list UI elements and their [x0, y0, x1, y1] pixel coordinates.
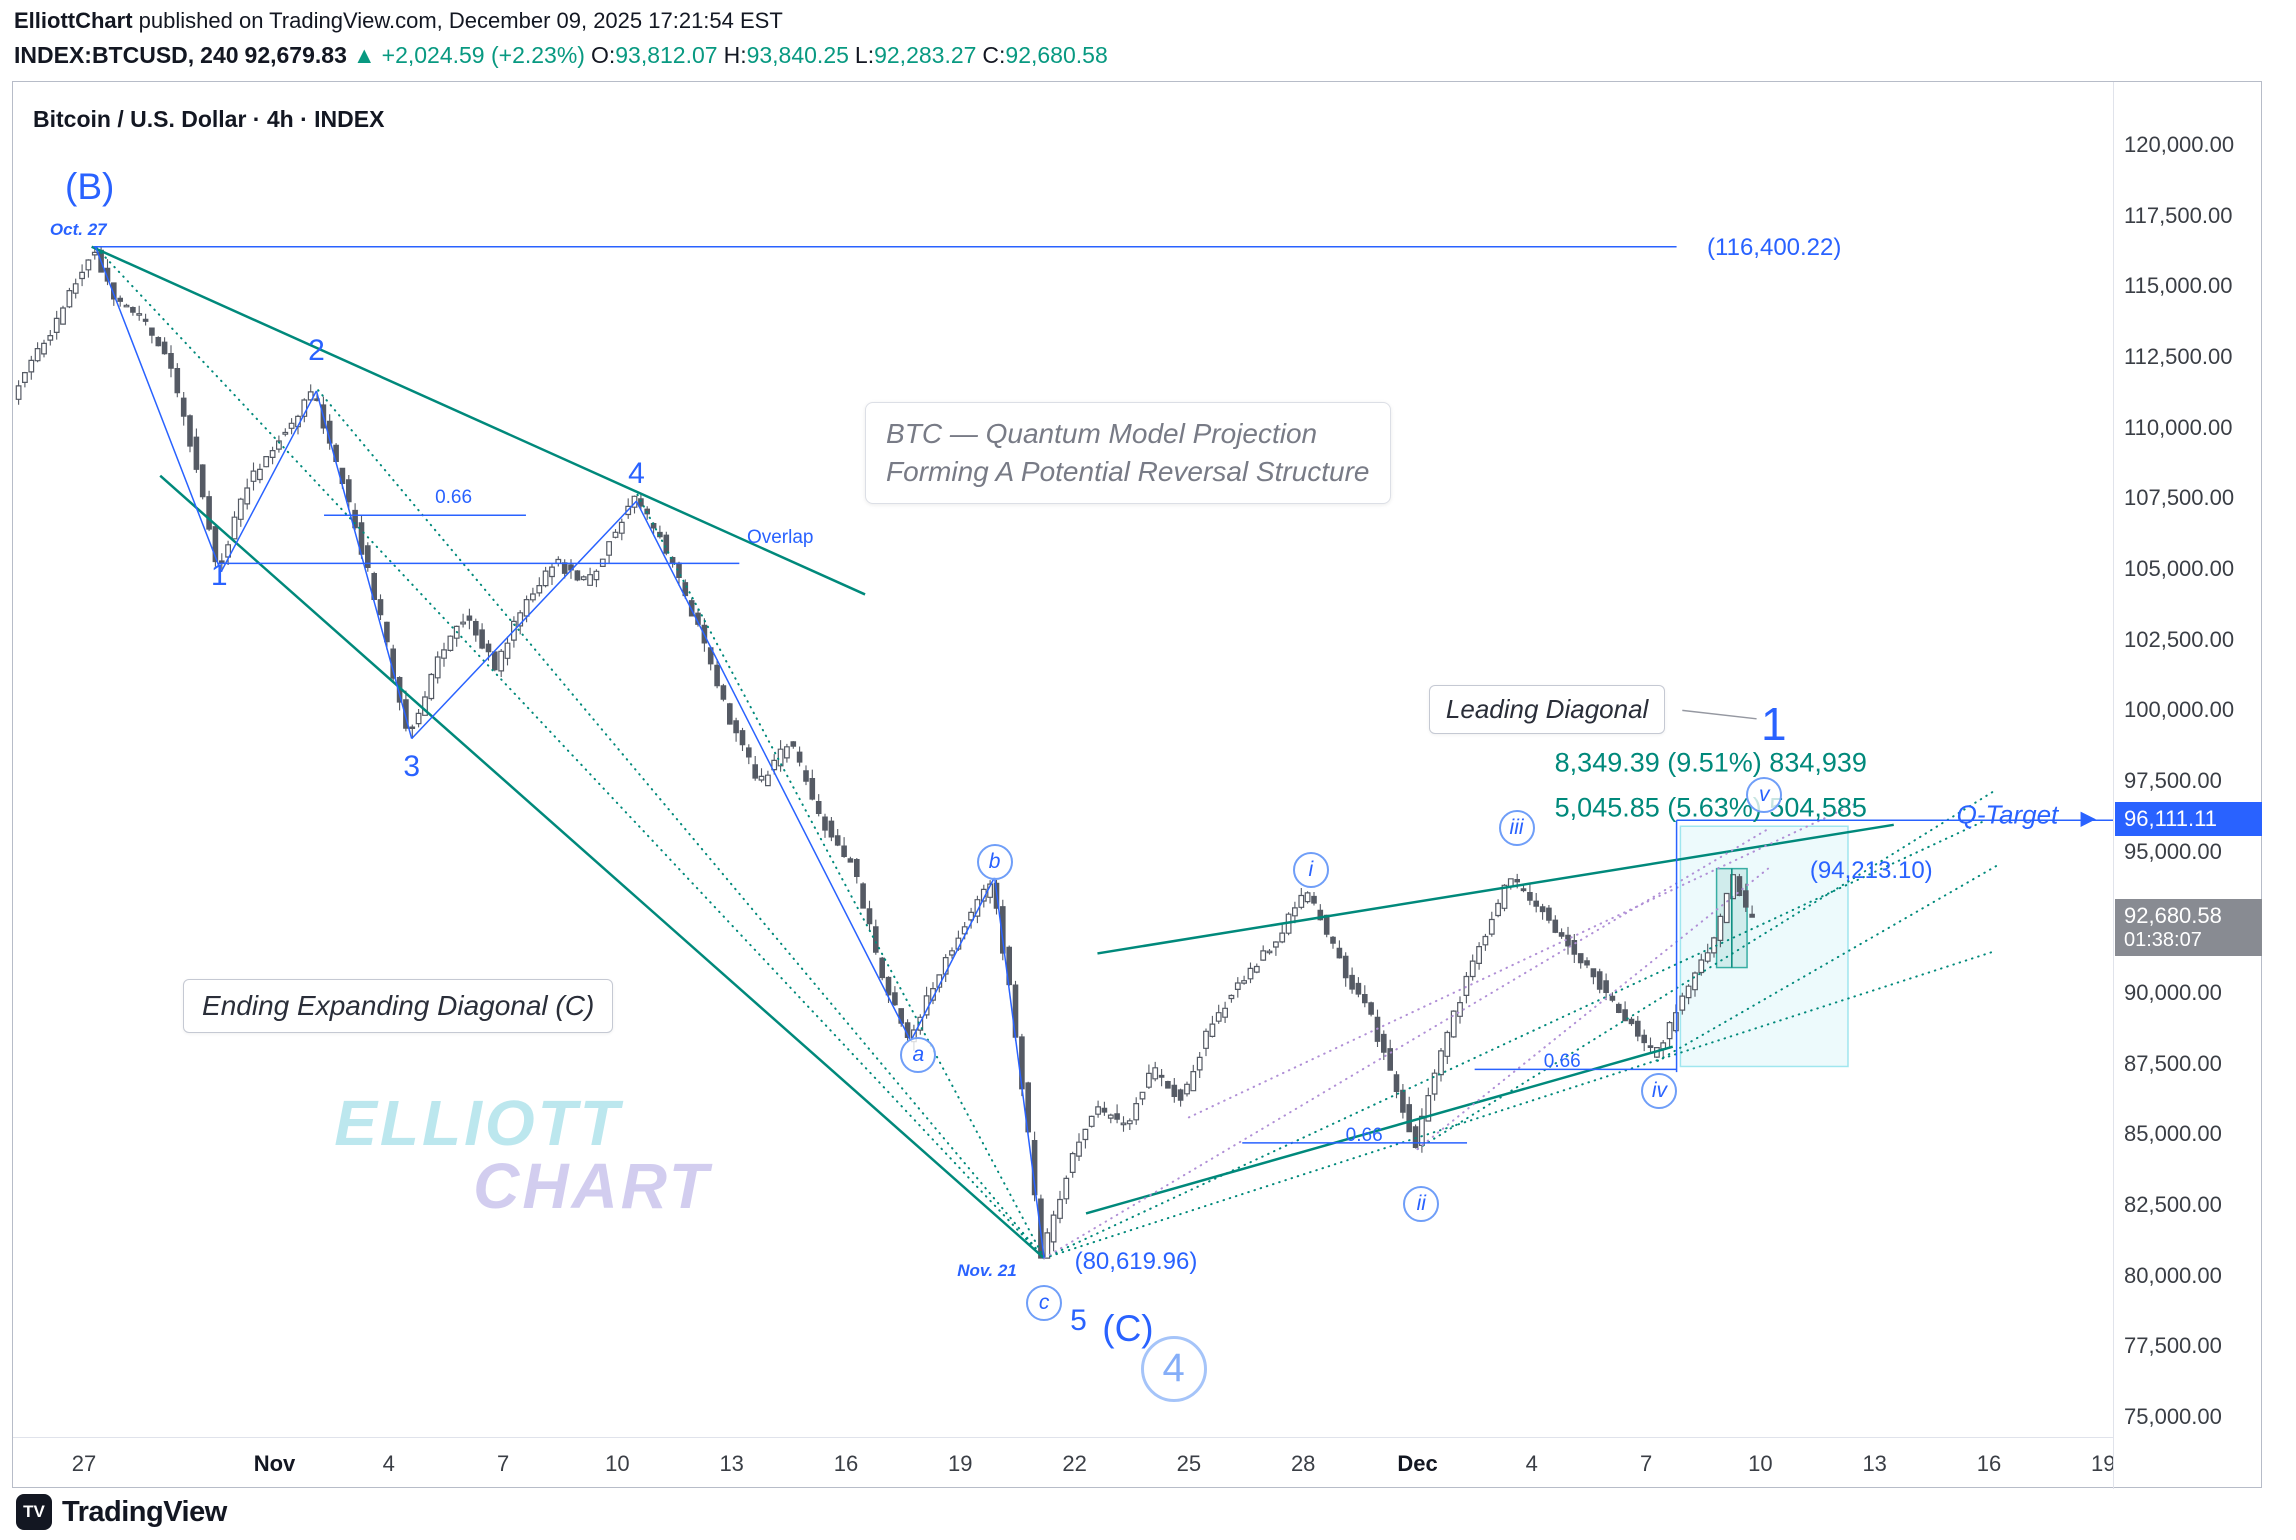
symbol-name: INDEX:BTCUSD, — [14, 42, 195, 68]
time-tick-13-17: 13 — [719, 1451, 744, 1476]
last-price-value: 92,680.58 — [2124, 903, 2222, 929]
time-tick-27-0: 27 — [71, 1451, 97, 1476]
publisher-name: ElliottChart — [14, 8, 133, 33]
trendline-1 — [159, 474, 1045, 1260]
price-tick-117500: 117,500.00 — [2124, 202, 2233, 228]
trendline-4 — [94, 245, 1046, 1260]
price-tick-105000: 105,000.00 — [2124, 556, 2235, 581]
time-tick-28-32: 28 — [1290, 1451, 1316, 1476]
price-change: +2,024.59 (+2.23%) — [381, 42, 585, 68]
trendline-24 — [94, 246, 222, 573]
trendline-0 — [91, 245, 866, 596]
close-value: 92,680.58 — [1005, 42, 1108, 68]
high-value: 93,840.25 — [746, 42, 849, 68]
trendline-28 — [1682, 709, 1757, 720]
time-tick-25-29: 25 — [1176, 1451, 1202, 1476]
price-chart-canvas[interactable]: ELLIOTT CHART Bitcoin / U.S. Dollar · 4h… — [13, 82, 2113, 1437]
trendline-25 — [220, 390, 318, 573]
time-tick-19-23: 19 — [948, 1451, 973, 1476]
chart-drawing-layer — [15, 245, 2113, 1260]
trendline-26 — [315, 390, 413, 739]
low-value: 92,283.27 — [874, 42, 977, 68]
price-tick-85000: 85,000.00 — [2124, 1121, 2222, 1147]
open-value: 93,812.07 — [615, 42, 718, 68]
price-tick-100000: 100,000.00 — [2124, 697, 2235, 723]
price-tick-110000: 110,000.00 — [2124, 414, 2233, 440]
bar-countdown: 01:38:07 — [2124, 929, 2202, 952]
time-tick-16-20: 16 — [833, 1451, 859, 1476]
time-tick-Dec-35: Dec — [1397, 1451, 1438, 1476]
time-tick-19-53: 19 — [2091, 1451, 2113, 1476]
time-tick-10-14: 10 — [605, 1451, 630, 1476]
time-scale[interactable]: 27 Nov 4 7 10 13 16 19 22 25 28 Dec 4 7 10 13 16 19 — [13, 1437, 2113, 1488]
trendline-18 — [910, 876, 996, 1042]
time-tick-10-44: 10 — [1748, 1451, 1773, 1476]
tradingview-logo-icon[interactable]: TV — [16, 1494, 52, 1530]
price-tick-95000: 95,000.00 — [2124, 838, 2222, 864]
trendline-2 — [1085, 1045, 1674, 1215]
trendline-7 — [1043, 819, 1987, 1260]
tradingview-logo-glyph: TV — [23, 1502, 45, 1521]
watermark-line1: ELLIOTT — [334, 1087, 622, 1159]
trendline-5 — [315, 387, 1046, 1260]
q-target-price-tag: 96,111.11 — [2115, 802, 2262, 837]
price-scale[interactable]: 75,000.00 77,500.00 80,000.00 82,500.00 85,0… — [2113, 82, 2262, 1489]
close-label: C: — [982, 42, 1006, 68]
trendline-3 — [1097, 823, 1894, 955]
trendline-8 — [1043, 949, 1998, 1260]
tradingview-footer[interactable]: TV TradingView — [16, 1494, 227, 1530]
price-tick-102500: 102,500.00 — [2124, 626, 2235, 652]
change-arrow-icon: ▲ — [352, 42, 376, 68]
trendline-12 — [1187, 802, 1857, 1119]
watermark-line2: CHART — [473, 1150, 711, 1222]
up-candles — [15, 251, 1736, 1259]
trendline-10 — [1656, 864, 1998, 1062]
chart-title: Bitcoin / U.S. Dollar · 4h · INDEX — [33, 106, 385, 132]
price-tick-112500: 112,500.00 — [2124, 344, 2233, 369]
projection-zone-0 — [1679, 825, 1849, 1068]
low-label: L: — [854, 42, 875, 68]
time-tick-4-8: 4 — [382, 1451, 395, 1476]
price-tick-80000: 80,000.00 — [2124, 1262, 2222, 1288]
last-price-tag: 92,680.58 01:38:07 — [2115, 899, 2262, 957]
trendline-27 — [411, 500, 637, 740]
trendline-17 — [635, 500, 912, 1042]
time-tick-16-50: 16 — [1976, 1451, 2002, 1476]
down-candles — [98, 249, 1755, 1259]
tradingview-brand[interactable]: TradingView — [62, 1495, 227, 1528]
price-tick-77500: 77,500.00 — [2124, 1333, 2222, 1359]
publish-line: ElliottChart published on TradingView.co… — [14, 8, 783, 34]
trendline-19 — [993, 877, 1045, 1259]
price-tick-120000: 120,000.00 — [2124, 132, 2235, 157]
high-label: H: — [723, 42, 747, 68]
time-tick-13-47: 13 — [1862, 1451, 1887, 1476]
price-tick-87500: 87,500.00 — [2124, 1050, 2222, 1076]
chart-panel[interactable]: ELLIOTT CHART Bitcoin / U.S. Dollar · 4h… — [12, 81, 2262, 1489]
candle-wicks — [18, 246, 1753, 1259]
price-tick-97500: 97,500.00 — [2124, 768, 2222, 793]
time-tick-7-11: 7 — [496, 1451, 510, 1476]
interval: 240 — [200, 42, 239, 68]
price-tick-107500: 107,500.00 — [2124, 485, 2235, 511]
last-price: 92,679.83 — [244, 42, 347, 68]
price-tick-90000: 90,000.00 — [2124, 980, 2222, 1005]
time-tick-22-26: 22 — [1062, 1451, 1087, 1476]
price-tick-115000: 115,000.00 — [2124, 273, 2233, 299]
time-tick-7-41: 7 — [1639, 1451, 1653, 1476]
publish-info: published on TradingView.com, December 0… — [132, 8, 783, 33]
price-tick-82500: 82,500.00 — [2124, 1192, 2222, 1217]
symbol-info-bar: INDEX:BTCUSD, 240 92,679.83 ▲ +2,024.59 (+2.… — [14, 42, 1114, 69]
time-tick-4-38: 4 — [1525, 1451, 1538, 1476]
q-target-price-value: 96,111.11 — [2124, 806, 2217, 832]
open-label: O: — [590, 42, 616, 68]
trendline-6 — [635, 491, 1046, 1260]
price-tick-75000: 75,000.00 — [2124, 1404, 2222, 1429]
time-tick-Nov-5: Nov — [253, 1451, 296, 1476]
